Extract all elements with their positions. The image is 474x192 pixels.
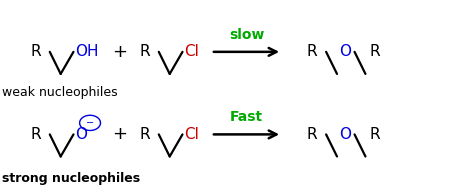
Text: weak nucleophiles: weak nucleophiles bbox=[2, 86, 118, 99]
Text: slow: slow bbox=[229, 28, 264, 41]
Text: R: R bbox=[307, 44, 317, 59]
Text: O: O bbox=[339, 127, 351, 142]
Text: R: R bbox=[30, 44, 41, 59]
Text: R: R bbox=[369, 44, 380, 59]
Text: Cl: Cl bbox=[184, 44, 199, 59]
Text: R: R bbox=[30, 127, 41, 142]
Text: R: R bbox=[139, 127, 150, 142]
Text: strong nucleophiles: strong nucleophiles bbox=[2, 172, 140, 185]
Text: R: R bbox=[369, 127, 380, 142]
Text: R: R bbox=[307, 127, 317, 142]
Text: Cl: Cl bbox=[184, 127, 199, 142]
Text: +: + bbox=[112, 125, 127, 143]
Text: O: O bbox=[339, 44, 351, 59]
Text: +: + bbox=[112, 43, 127, 61]
Text: −: − bbox=[86, 118, 94, 128]
Text: R: R bbox=[139, 44, 150, 59]
Text: OH: OH bbox=[75, 44, 99, 59]
Text: O: O bbox=[75, 127, 87, 142]
Text: Fast: Fast bbox=[230, 110, 263, 124]
